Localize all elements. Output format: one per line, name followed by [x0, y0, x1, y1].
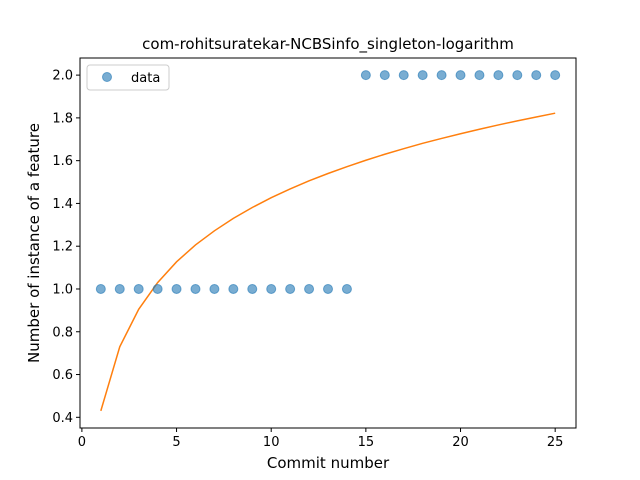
data-point: [531, 70, 542, 81]
y-tick-label: 2.0: [52, 69, 73, 84]
x-tick-label: 20: [452, 435, 469, 450]
legend-label-data: data: [131, 71, 160, 86]
data-point: [152, 283, 163, 294]
x-tick-label: 10: [263, 435, 280, 450]
y-tick-label: 0.6: [52, 368, 73, 383]
y-tick-label: 1.8: [52, 111, 73, 126]
y-tick-label: 0.8: [52, 325, 73, 340]
data-point: [171, 283, 182, 294]
fit-line: [100, 112, 556, 412]
data-point: [247, 283, 258, 294]
legend: data: [86, 64, 170, 91]
data-point: [266, 283, 277, 294]
x-tick-label: 0: [78, 435, 86, 450]
data-point: [285, 283, 296, 294]
y-axis-label: Number of instance of a feature: [25, 123, 43, 363]
data-point: [133, 283, 144, 294]
data-point: [455, 70, 466, 81]
legend-marker-data: [102, 72, 112, 82]
y-tick-label: 1.4: [52, 197, 73, 212]
data-point: [512, 70, 523, 81]
x-axis-label: Commit number: [267, 454, 390, 472]
y-tick-label: 0.4: [52, 411, 73, 426]
data-point: [114, 283, 125, 294]
y-tick-label: 1.6: [52, 154, 73, 169]
x-tick-label: 25: [547, 435, 564, 450]
data-point: [417, 70, 428, 81]
x-tick-label: 5: [172, 435, 180, 450]
data-point: [304, 283, 315, 294]
data-point: [360, 70, 371, 81]
data-point: [379, 70, 390, 81]
chart-title: com-rohitsuratekar-NCBSinfo_singleton-lo…: [142, 35, 514, 54]
data-point: [228, 283, 239, 294]
data-point: [323, 283, 333, 294]
data-point: [95, 283, 106, 294]
data-point: [341, 283, 352, 294]
y-tick-label: 1.2: [52, 240, 73, 255]
data-point: [493, 70, 504, 81]
y-tick-label: 1.0: [52, 282, 73, 297]
data-point: [209, 283, 220, 294]
data-point: [398, 70, 409, 81]
data-point: [436, 70, 447, 81]
plot-frame: [79, 57, 577, 429]
data-point: [550, 70, 561, 81]
data-point: [474, 70, 485, 81]
legend-box: [86, 64, 170, 91]
data-point: [190, 283, 201, 294]
x-tick-label: 15: [358, 435, 375, 450]
